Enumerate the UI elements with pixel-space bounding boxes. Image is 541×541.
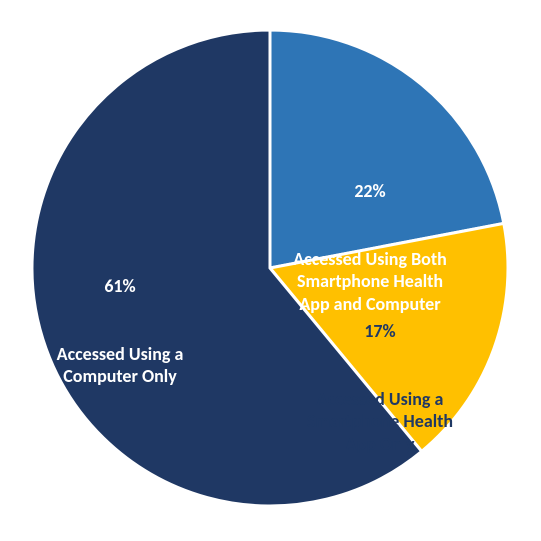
slice-percent: 61% <box>30 275 210 298</box>
slice-label-computer-only: 61% Accessed Using a Computer Only <box>30 230 210 433</box>
slice-text: Accessed Using a Computer Only <box>30 343 210 388</box>
slice-text: Accessed Using a Smartphone Health App O… <box>295 388 465 456</box>
slice-label-app-only: 17% Accessed Using a Smartphone Health A… <box>295 275 465 500</box>
slice-percent: 17% <box>295 320 465 343</box>
pie-chart: 22% Accessed Using Both Smartphone Healt… <box>0 0 541 536</box>
slice-percent: 22% <box>280 180 460 203</box>
